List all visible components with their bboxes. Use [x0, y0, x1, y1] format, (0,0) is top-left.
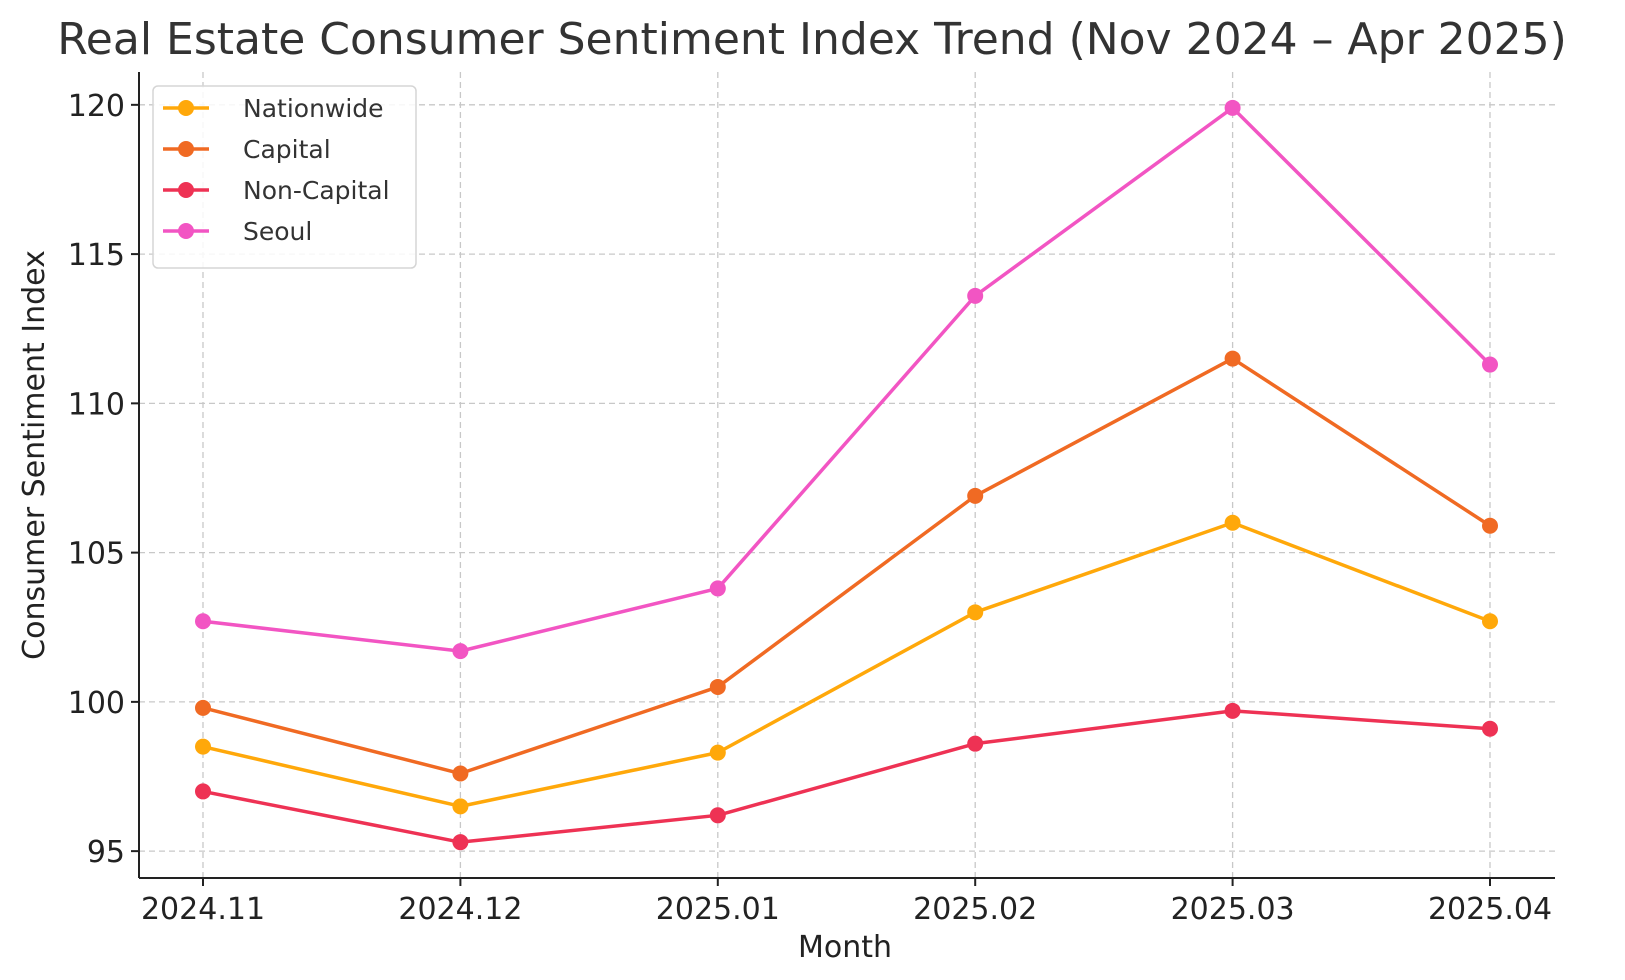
series-line	[202, 106, 1492, 653]
legend-item: Capital	[163, 135, 331, 164]
data-point	[1482, 720, 1498, 737]
series-line	[202, 521, 1491, 809]
data-point	[452, 643, 469, 660]
data-point	[967, 604, 984, 621]
series-capital	[195, 350, 1498, 782]
x-tick-label: 2025.04	[1428, 892, 1552, 927]
series-non-capital	[195, 702, 1498, 851]
chart-title: Real Estate Consumer Sentiment Index Tre…	[57, 14, 1567, 65]
data-point	[1482, 613, 1498, 630]
x-axis-label: Month	[798, 930, 892, 965]
data-point	[1224, 514, 1241, 531]
legend-label: Nationwide	[243, 94, 384, 123]
y-tick-label: 110	[68, 387, 125, 422]
data-point	[195, 783, 211, 800]
y-tick-label: 95	[87, 835, 125, 870]
legend-swatch-marker	[178, 100, 194, 116]
y-tick-label: 100	[68, 686, 125, 721]
data-point	[1224, 702, 1241, 719]
data-point	[452, 765, 469, 782]
data-point	[1482, 517, 1498, 534]
data-point	[967, 487, 984, 504]
data-point	[452, 798, 469, 815]
x-tick-label: 2024.12	[398, 892, 522, 927]
data-point	[1482, 356, 1498, 373]
series-line	[202, 356, 1491, 776]
x-tick-label: 2025.01	[656, 892, 780, 927]
x-tick-label: 2025.02	[913, 892, 1037, 927]
legend-label: Non-Capital	[243, 176, 390, 205]
series-seoul	[195, 99, 1498, 660]
data-point	[195, 699, 211, 716]
data-point	[709, 744, 726, 761]
data-point	[709, 580, 726, 597]
x-tick-label: 2024.11	[141, 892, 265, 927]
legend-item: Seoul	[163, 217, 312, 246]
legend-item: Non-Capital	[163, 176, 390, 205]
data-point	[1224, 99, 1241, 116]
data-point	[967, 735, 984, 752]
legend-item: Nationwide	[163, 94, 384, 123]
series-line	[202, 709, 1491, 844]
y-axis-label: Consumer Sentiment Index	[17, 250, 52, 660]
y-tick-label: 120	[68, 89, 125, 124]
data-point	[195, 613, 211, 630]
legend-swatch-marker	[178, 223, 194, 239]
series-lines	[195, 99, 1498, 851]
y-tick-label: 115	[68, 238, 125, 273]
legend-swatch-marker	[178, 182, 194, 198]
data-point	[452, 834, 469, 851]
data-point	[709, 678, 726, 695]
data-point	[1224, 350, 1241, 367]
x-tick-label: 2025.03	[1171, 892, 1295, 927]
data-point	[709, 807, 726, 824]
legend: Nationwide Capital Non-Capital Seoul	[152, 85, 417, 269]
data-point	[195, 738, 211, 755]
legend-box	[152, 85, 417, 269]
y-tick-label: 105	[68, 537, 125, 572]
legend-swatch-marker	[178, 141, 194, 157]
axes: 2024.11 2024.12 2025.01 2025.02 2025.03 2025.…	[68, 72, 1555, 927]
legend-label: Capital	[243, 135, 331, 164]
legend-label: Seoul	[243, 217, 312, 246]
series-nationwide	[195, 514, 1498, 815]
data-point	[967, 287, 984, 304]
